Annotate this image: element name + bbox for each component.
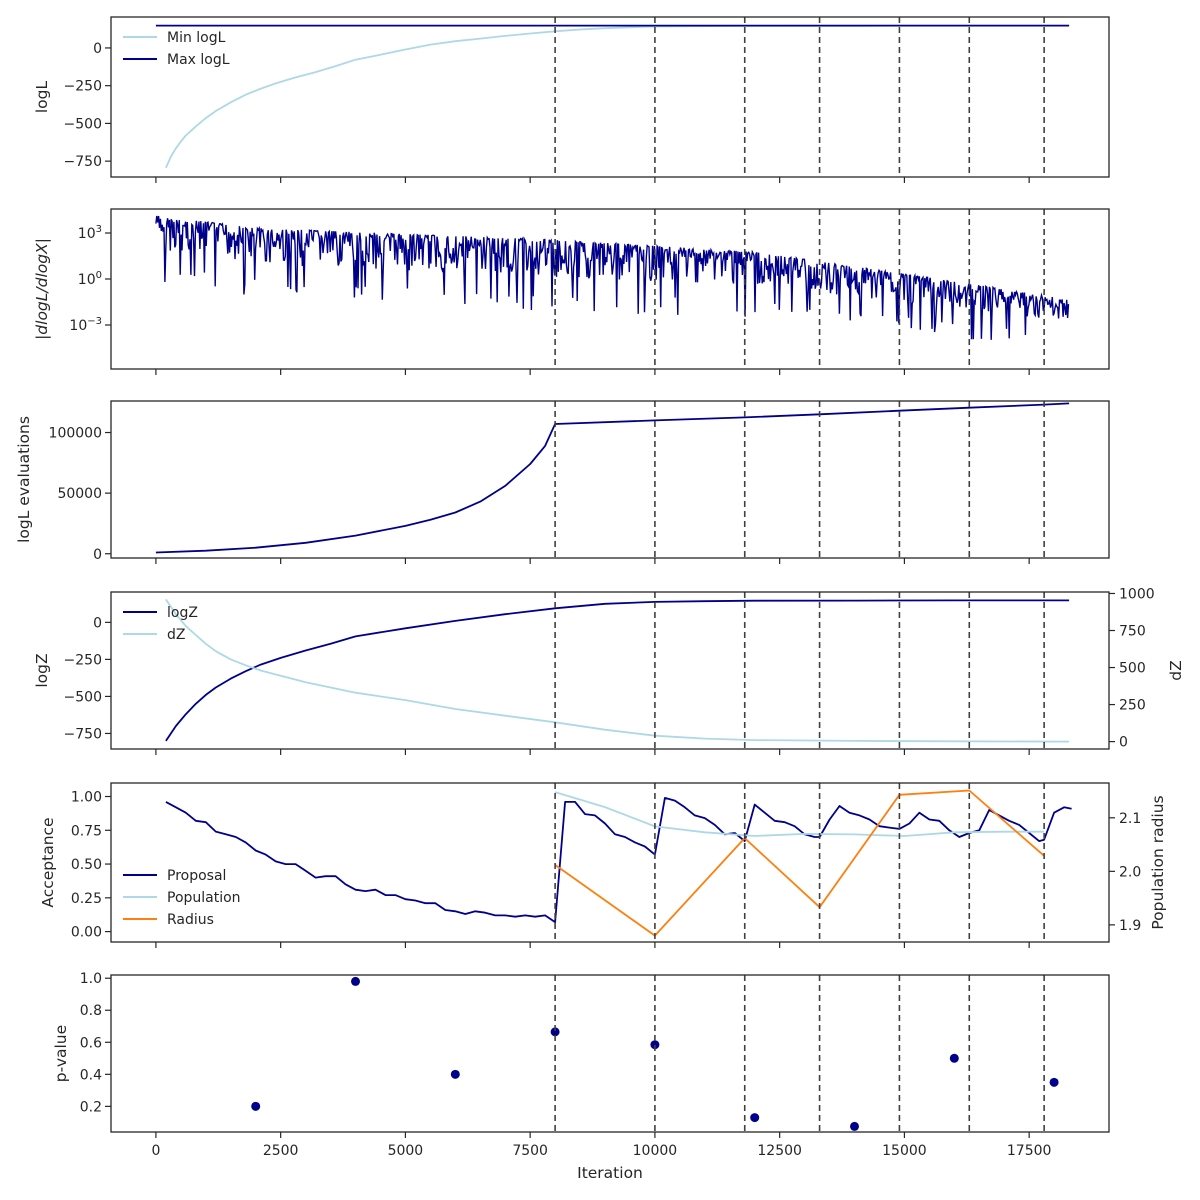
legend-label: dZ <box>167 627 185 643</box>
series-line-radius <box>554 789 1045 937</box>
plot-area-acceptance <box>165 789 1072 937</box>
legend-label: Max logL <box>167 52 230 68</box>
axes-frame <box>110 591 1110 750</box>
y-right-tick-label: 2.0 <box>1119 864 1141 880</box>
y-right-tick-label: 1000 <box>1119 586 1155 602</box>
y-tick-label: 0.8 <box>80 1003 102 1019</box>
y-tick-label: −750 <box>64 154 102 170</box>
y-tick-label: 50000 <box>57 486 102 502</box>
axes-frame <box>110 16 1110 178</box>
legend-label: Min logL <box>167 30 226 46</box>
data-point <box>550 1027 560 1037</box>
legend-label: logZ <box>167 605 198 621</box>
y-tick-label: 0.6 <box>80 1035 102 1051</box>
panel-gradient: 103 100 10−3 |dlogL/dlogX| <box>33 208 1110 375</box>
y-right-tick-label: 250 <box>1119 698 1146 714</box>
x-tick-label: 7500 <box>512 1143 548 1159</box>
data-point <box>351 976 361 986</box>
y-right-tick-label: 750 <box>1119 624 1146 640</box>
y-tick-label: −500 <box>64 689 102 705</box>
y-tick-label: 1.0 <box>80 971 102 987</box>
y-tick-label: 1.00 <box>71 790 102 806</box>
legend: Proposal Population Radius <box>123 868 241 928</box>
y-right-tick-label: 500 <box>1119 661 1146 677</box>
plot-area-ncall <box>155 402 1070 554</box>
series-line-logz <box>165 599 1070 742</box>
plot-area-pvalue <box>251 976 1059 1131</box>
series-line-min-logl <box>165 24 1070 169</box>
x-tick-label: 17500 <box>1007 1143 1052 1159</box>
y-right-axis-label: Population radius <box>1149 795 1167 929</box>
data-point <box>1049 1077 1059 1087</box>
plot-area-loglike <box>155 24 1070 169</box>
y-axis-label: logL <box>33 81 51 114</box>
panel-ncall: 100000 50000 0 logL evaluations <box>15 400 1110 564</box>
y-axis-label: logZ <box>33 653 51 687</box>
y-tick-label: 0 <box>93 615 102 631</box>
series-line-dz <box>165 598 1070 743</box>
data-point <box>949 1053 959 1063</box>
y-axis-label: p-value <box>52 1025 70 1082</box>
y-tick-label: −250 <box>64 652 102 668</box>
plot-area-gradient <box>155 215 1070 340</box>
axes-frame <box>110 208 1110 370</box>
legend-label: Radius <box>167 912 214 928</box>
x-tick-label: 5000 <box>388 1143 424 1159</box>
legend: logZ dZ <box>123 605 198 643</box>
data-point <box>450 1069 460 1079</box>
legend: Min logL Max logL <box>123 30 230 68</box>
y-tick-label: 0.50 <box>71 857 102 873</box>
x-tick-label: 2500 <box>263 1143 299 1159</box>
y-tick-label: 0.75 <box>71 823 102 839</box>
y-right-tick-label: 1.9 <box>1119 918 1141 934</box>
panel-acceptance: 1.00 0.75 0.50 0.25 0.00 2.1 2.0 1.9 Population … <box>39 782 1167 948</box>
y-tick-label: −250 <box>64 79 102 95</box>
series-line-population <box>554 791 1045 837</box>
data-point <box>750 1113 760 1123</box>
data-point <box>251 1101 261 1111</box>
y-tick-label: 100 <box>78 270 102 288</box>
y-axis-label: Acceptance <box>39 817 57 907</box>
x-tick-label: 10000 <box>633 1143 678 1159</box>
panel-loglike: 0 −250 −500 −750 logL Min logL Max logL <box>33 16 1110 183</box>
x-axis-label: Iteration <box>577 1164 643 1182</box>
axes-frame <box>110 974 1110 1133</box>
y-tick-label: 0.4 <box>80 1067 102 1083</box>
panel-evidence: 0 −250 −500 −750 1000 750 500 250 0 dZ logZ logZ dZ <box>33 586 1185 755</box>
legend-label: Population <box>167 890 241 906</box>
x-tick-label: 12500 <box>757 1143 802 1159</box>
y-tick-label: 0.00 <box>71 925 102 941</box>
panel-pvalue: 0 2500 5000 7500 10000 12500 15000 17500 1.0 0.8 0… <box>52 971 1110 1182</box>
y-tick-label: 10−3 <box>69 316 102 334</box>
plot-area-evidence <box>165 598 1070 743</box>
legend-label: Proposal <box>167 868 226 884</box>
series-line-gradient <box>155 215 1070 340</box>
y-right-axis-label: dZ <box>1167 660 1185 680</box>
x-tick-label: 0 <box>151 1143 160 1159</box>
y-right-tick-label: 0 <box>1119 735 1128 751</box>
axes-frame <box>110 400 1110 559</box>
data-point <box>650 1040 660 1050</box>
y-tick-label: −500 <box>64 116 102 132</box>
y-tick-label: 0 <box>93 41 102 57</box>
y-right-tick-label: 2.1 <box>1119 811 1141 827</box>
series-line-ncall <box>155 402 1070 554</box>
y-tick-label: 103 <box>78 224 102 242</box>
series-line-proposal <box>165 797 1072 923</box>
y-tick-label: 0.2 <box>80 1099 102 1115</box>
y-tick-label: −750 <box>64 726 102 742</box>
y-axis-label: logL evaluations <box>15 416 33 543</box>
y-tick-label: 0.25 <box>71 891 102 907</box>
x-tick-label: 15000 <box>882 1143 927 1159</box>
y-tick-label: 0 <box>93 547 102 563</box>
y-tick-label: 100000 <box>49 426 102 442</box>
y-axis-label: |dlogL/dlogX| <box>33 238 51 340</box>
data-point <box>850 1121 860 1131</box>
axes-frame <box>110 782 1110 943</box>
